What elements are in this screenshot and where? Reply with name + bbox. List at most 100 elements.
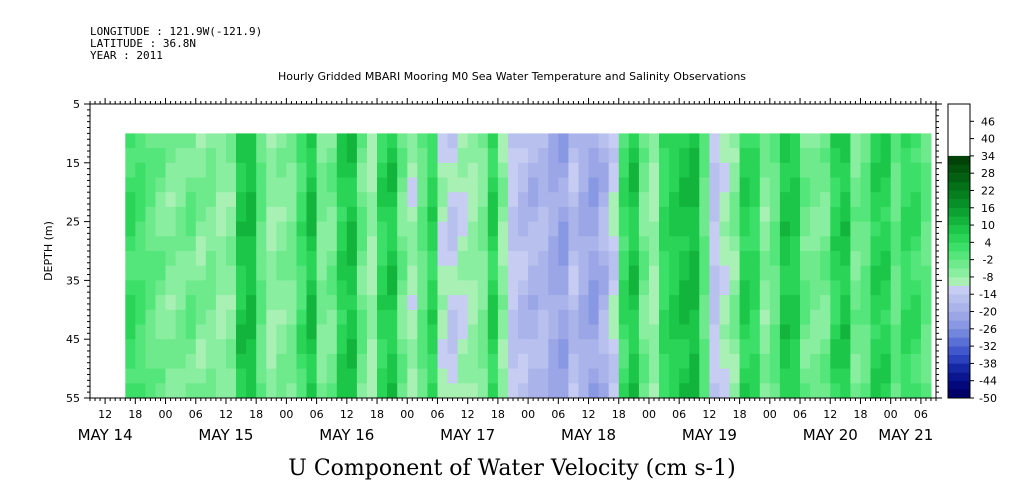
heatmap-cell — [236, 324, 247, 340]
heatmap-cell — [226, 265, 237, 281]
heatmap-cell — [528, 339, 539, 355]
heatmap-cell — [769, 324, 781, 340]
heatmap-cell — [447, 324, 459, 340]
heatmap-cell — [226, 295, 237, 311]
heatmap-cell — [437, 148, 449, 164]
heatmap-cell — [467, 236, 479, 252]
heatmap-cell — [749, 162, 761, 178]
heatmap-cell — [286, 309, 297, 325]
heatmap-cell — [608, 280, 620, 296]
heatmap-cell — [427, 236, 438, 252]
heatmap-cell — [447, 383, 459, 399]
heatmap-cell — [860, 133, 872, 149]
heatmap-cell — [336, 280, 348, 296]
heatmap-cell — [870, 192, 882, 208]
heatmap-cell — [135, 324, 146, 340]
heatmap-cell — [608, 265, 620, 281]
heatmap-cell — [397, 280, 408, 296]
heatmap-cell — [457, 221, 469, 237]
heatmap-cell — [477, 162, 489, 178]
x-hour-tick-label: 00 — [159, 408, 173, 421]
heatmap-cell — [628, 236, 640, 252]
heatmap-cell — [356, 177, 368, 193]
x-hour-tick-label: 12 — [340, 408, 354, 421]
heatmap-cell — [659, 324, 670, 340]
heatmap-cell — [759, 265, 771, 281]
heatmap-cell — [910, 309, 922, 325]
heatmap-cell — [437, 192, 449, 208]
heatmap-cell — [850, 148, 861, 164]
heatmap-cell — [729, 295, 741, 311]
heatmap-cell — [920, 265, 932, 281]
heatmap-cell — [266, 383, 277, 399]
heatmap-cell — [377, 368, 388, 384]
heatmap-cell — [608, 353, 620, 370]
heatmap-cell — [810, 162, 821, 178]
heatmap-cell — [387, 353, 398, 370]
heatmap-cell — [679, 236, 690, 252]
heatmap-cell — [387, 148, 398, 164]
heatmap-cell — [528, 309, 539, 325]
heatmap-cell — [165, 353, 177, 370]
heatmap-cell — [306, 206, 318, 223]
heatmap-cell — [135, 192, 146, 208]
heatmap-cell — [356, 148, 368, 164]
heatmap-cell — [820, 192, 831, 208]
heatmap-cell — [276, 339, 287, 355]
heatmap-cell — [840, 324, 851, 340]
heatmap-cell — [548, 148, 559, 164]
heatmap-cell — [145, 236, 156, 252]
heatmap-cell — [830, 236, 841, 252]
heatmap-cell — [387, 236, 398, 252]
heatmap-cell — [769, 265, 781, 281]
heatmap-cell — [598, 148, 610, 164]
heatmap-cell — [769, 192, 781, 208]
heatmap-cell — [205, 177, 217, 193]
heatmap-cell — [568, 221, 579, 237]
heatmap-cell — [810, 192, 821, 208]
heatmap-cell — [659, 133, 670, 149]
heatmap-cell — [467, 177, 479, 193]
heatmap-cell — [548, 221, 559, 237]
heatmap-cell — [185, 162, 197, 178]
heatmap-cell — [256, 133, 267, 149]
heatmap-cell — [638, 309, 650, 325]
heatmap-cell — [316, 251, 328, 267]
colorbar-swatch — [948, 164, 970, 174]
heatmap-cell — [759, 236, 771, 252]
heatmap-cell — [256, 251, 267, 267]
heatmap-cell — [497, 339, 509, 355]
heatmap-cell — [548, 206, 559, 223]
heatmap-cell — [810, 383, 821, 399]
heatmap-cell — [427, 265, 438, 281]
heatmap-cell — [246, 295, 257, 311]
heatmap-cell — [427, 133, 438, 149]
heatmap-cell — [860, 353, 872, 370]
heatmap-cell — [900, 236, 912, 252]
heatmap-cell — [497, 309, 509, 325]
heatmap-cell — [689, 133, 700, 149]
heatmap-cell — [588, 383, 600, 399]
heatmap-cell — [598, 251, 610, 267]
heatmap-cell — [387, 265, 398, 281]
heatmap-cell — [558, 309, 569, 325]
heatmap-cell — [467, 324, 479, 340]
colorbar-swatch — [948, 311, 970, 321]
heatmap-cell — [830, 368, 841, 384]
heatmap-cell — [769, 162, 781, 178]
heatmap-cell — [870, 324, 882, 340]
heatmap-cell — [790, 251, 801, 267]
heatmap-cell — [276, 133, 287, 149]
heatmap-cell — [286, 192, 297, 208]
heatmap-cell — [920, 353, 932, 370]
heatmap-cell — [185, 265, 197, 281]
heatmap-cell — [125, 280, 136, 296]
heatmap-cell — [679, 177, 690, 193]
heatmap-cell — [427, 324, 438, 340]
heatmap-cell — [850, 133, 861, 149]
heatmap-cell — [195, 221, 207, 237]
heatmap-cell — [679, 383, 690, 399]
heatmap-cell — [145, 192, 156, 208]
heatmap-cell — [679, 280, 690, 296]
heatmap-cell — [518, 280, 529, 296]
